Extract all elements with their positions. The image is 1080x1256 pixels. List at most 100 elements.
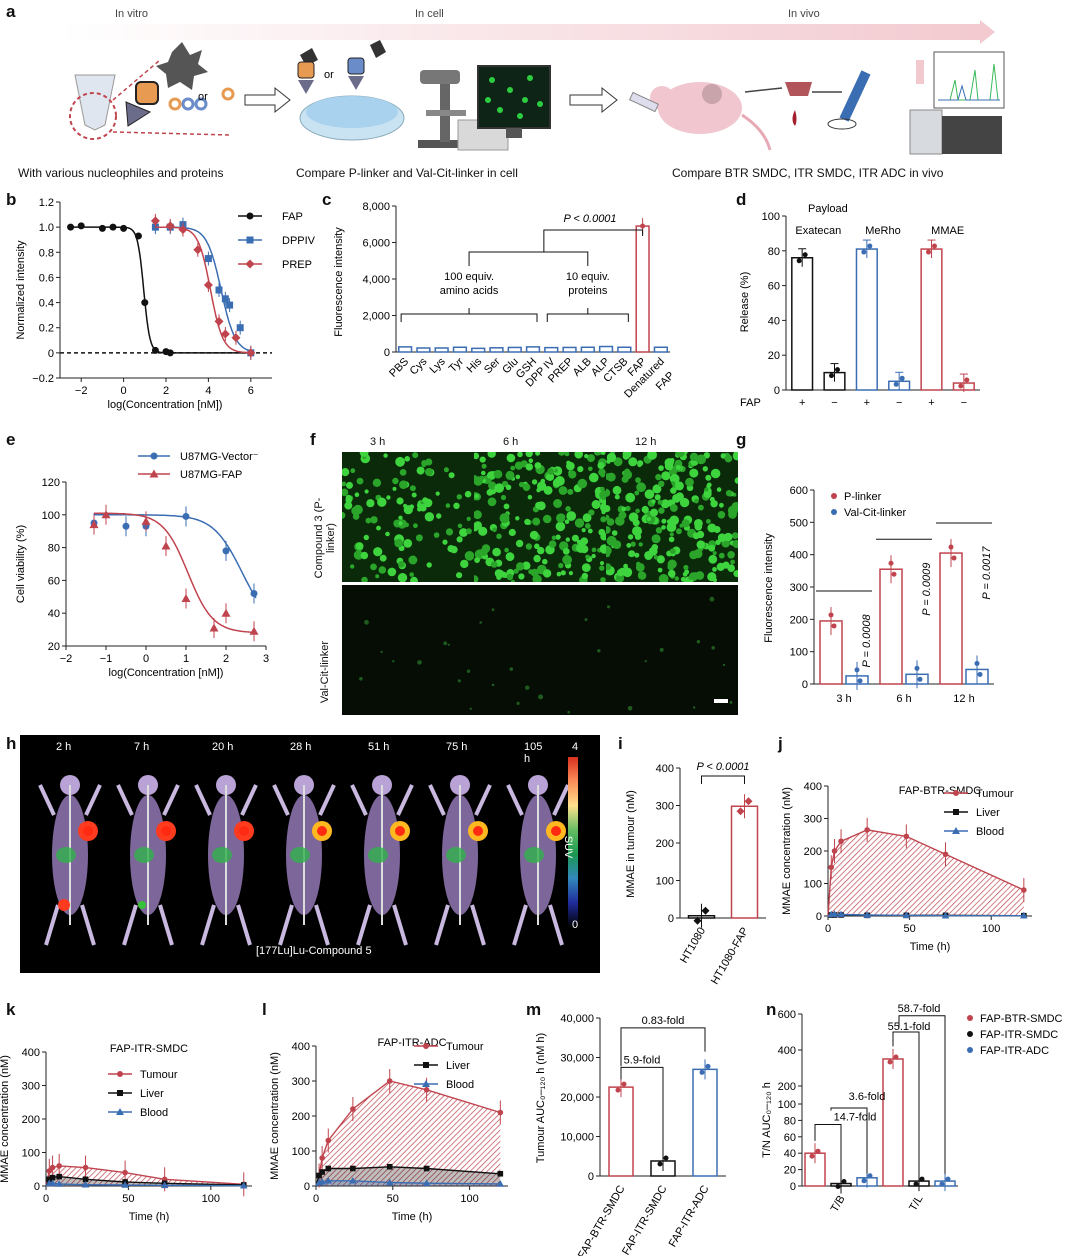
cell <box>492 527 497 533</box>
y-tick-label: 0 <box>304 1181 310 1193</box>
bar <box>879 568 903 685</box>
y-tick-label: 0 <box>774 385 780 397</box>
cell <box>386 495 391 500</box>
cell <box>715 539 721 545</box>
organ-signal <box>134 847 154 863</box>
cell <box>674 576 679 581</box>
cell <box>588 466 593 472</box>
cell <box>581 572 589 580</box>
cell <box>633 527 639 532</box>
cell <box>558 449 566 456</box>
group-label: 100 equiv. <box>444 271 494 283</box>
data-point <box>98 224 106 232</box>
x-tick-label: 0 <box>43 1193 49 1205</box>
data-point <box>919 1176 925 1182</box>
bar <box>562 346 577 353</box>
y-tick-label: 2,000 <box>362 311 390 323</box>
legend-label: Tumour <box>140 1069 178 1081</box>
data-point <box>319 1169 325 1175</box>
cell <box>681 519 690 528</box>
cell <box>598 468 606 476</box>
cell <box>494 569 503 578</box>
cell <box>674 481 684 491</box>
cell <box>653 555 659 560</box>
cell <box>647 450 657 460</box>
data-point <box>122 522 130 530</box>
cell <box>516 701 520 705</box>
y-tick-label: 600 <box>790 485 808 497</box>
cell <box>667 569 676 578</box>
y-tick-label: 300 <box>804 814 822 826</box>
cell <box>443 467 449 473</box>
data-point <box>250 590 258 598</box>
cell <box>636 561 641 567</box>
y-axis-label: MMAE in tumour (nM) <box>625 790 637 898</box>
arm <box>318 784 336 816</box>
cell <box>376 525 381 531</box>
cell <box>338 511 346 519</box>
y-tick-label: 0 <box>34 1181 40 1193</box>
y-tick-label: 600 <box>778 1009 796 1021</box>
cell <box>361 576 368 584</box>
leg <box>434 904 450 946</box>
y-tick-label: 100 <box>804 879 822 891</box>
y-tick-label: 60 <box>48 575 60 587</box>
cell <box>380 650 383 654</box>
y-axis-label: Fluorescence intensity <box>333 227 345 337</box>
data-point <box>951 555 957 561</box>
data-point <box>423 1086 430 1093</box>
chart-n: 0 20 40 60 80 100 200 400 600 T/N AUC₀–₁₂₀ h T/B T/… <box>761 1003 1063 1214</box>
colorbar <box>568 757 578 927</box>
cell <box>597 649 601 653</box>
bar <box>608 1086 634 1177</box>
cell <box>350 564 355 569</box>
organ-signal <box>446 847 466 863</box>
legend-title: Payload <box>808 203 848 215</box>
bar <box>598 345 614 353</box>
cell <box>399 480 408 489</box>
data-point <box>693 916 702 925</box>
cell <box>728 510 737 519</box>
y-tick-label: 200 <box>778 1081 796 1093</box>
cell <box>733 450 740 456</box>
y-axis-label: Cell viability (%) <box>15 525 27 603</box>
cell <box>585 554 590 560</box>
x-tick-label: T/L <box>907 1194 925 1214</box>
cell <box>584 523 591 529</box>
y-tick-label: −0.2 <box>32 373 54 385</box>
cell <box>597 462 605 470</box>
x-tick-label: Lys <box>427 355 448 376</box>
cell <box>492 547 501 557</box>
x-tick-label: 0 <box>825 923 831 935</box>
cell <box>628 457 638 467</box>
cell <box>392 660 395 663</box>
data-point <box>861 1178 867 1184</box>
x-tick-label: 3 h <box>836 693 851 705</box>
data-point <box>56 1163 62 1169</box>
time-label: 6 h <box>503 436 519 448</box>
cell <box>708 554 718 564</box>
cell <box>615 574 625 583</box>
cell <box>717 511 726 519</box>
y-tick-label: 400 <box>778 1045 796 1057</box>
arm <box>396 784 414 816</box>
x-tick-label: HT1080 <box>678 926 708 966</box>
y-tick-label: 30,000 <box>560 1053 594 1065</box>
cell <box>534 462 542 469</box>
legend-label: P-linker <box>844 491 882 503</box>
data-point <box>828 864 835 871</box>
data-point <box>701 906 710 915</box>
cell <box>464 551 475 561</box>
cell <box>345 494 352 501</box>
cell <box>584 454 589 459</box>
cell <box>627 706 633 711</box>
arm <box>84 784 102 816</box>
data-point <box>926 249 931 255</box>
x-tick-label: HT1080-FAP <box>709 926 751 987</box>
payload-label: Exatecan <box>795 225 841 237</box>
fold-bracket <box>830 1107 868 1174</box>
cell <box>412 452 419 459</box>
cell <box>644 660 647 663</box>
y-tick-label: 20 <box>784 1165 796 1177</box>
cell <box>510 465 516 471</box>
